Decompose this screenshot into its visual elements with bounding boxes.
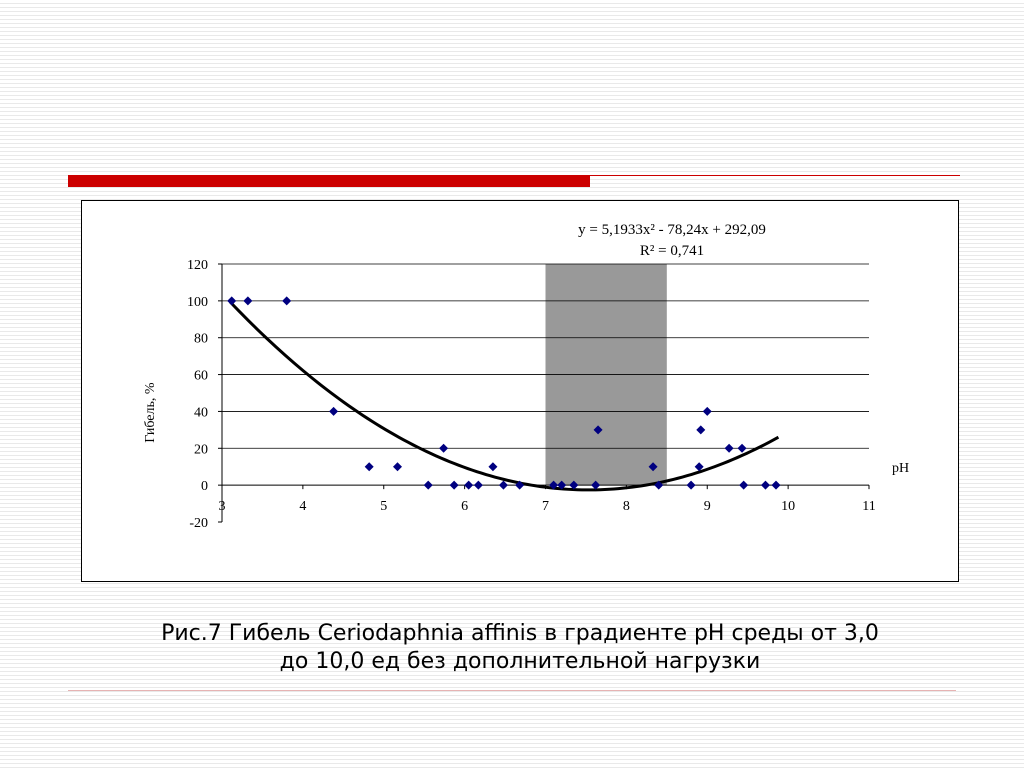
data-point — [771, 480, 781, 490]
accent-thin-line — [590, 175, 960, 176]
data-point — [488, 462, 498, 472]
data-point — [449, 480, 459, 490]
scatter-chart: -20 0 20 40 60 80 100 120 3 4 5 6 7 8 9 10 11 y = 5,193… — [143, 222, 909, 531]
x-tick-label: 7 — [542, 499, 549, 514]
x-tick-label: 5 — [380, 499, 387, 514]
data-point — [243, 296, 253, 306]
data-point — [702, 406, 712, 416]
data-point — [549, 480, 559, 490]
data-point — [593, 425, 603, 435]
y-tick-label: 120 — [187, 258, 208, 273]
data-point — [329, 406, 339, 416]
data-point — [686, 480, 696, 490]
data-point — [648, 462, 658, 472]
data-point — [392, 462, 402, 472]
data-point — [473, 480, 483, 490]
caption-line-2: до 10,0 ед без дополнительной нагрузки — [279, 649, 761, 674]
y-tick-label: 40 — [194, 405, 208, 420]
x-tick-label: 11 — [862, 499, 875, 514]
data-point — [515, 480, 525, 490]
y-tick-label: 0 — [201, 479, 208, 494]
x-tick-label: 4 — [299, 499, 306, 514]
data-point — [739, 480, 749, 490]
data-point — [498, 480, 508, 490]
y-tick-label: 80 — [194, 332, 208, 347]
x-tick-label: 6 — [461, 499, 468, 514]
y-axis-label: Гибель, % — [143, 382, 158, 443]
data-point — [696, 425, 706, 435]
accent-red-bar — [68, 175, 590, 187]
trendline — [229, 300, 780, 492]
data-point — [654, 480, 664, 490]
data-point — [737, 443, 747, 453]
trendline-equation: y = 5,1933x² - 78,24x + 292,09 — [578, 222, 766, 238]
y-tick-label: 20 — [194, 442, 208, 457]
data-point — [227, 296, 237, 306]
caption-line-1: Рис.7 Гибель Ceriodaphnia affinis в град… — [161, 621, 879, 646]
data-point — [282, 296, 292, 306]
data-point — [364, 462, 374, 472]
data-point — [724, 443, 734, 453]
data-point — [760, 480, 770, 490]
x-tick-label: 3 — [219, 499, 226, 514]
data-point — [557, 480, 567, 490]
data-point — [439, 443, 449, 453]
data-point — [569, 480, 579, 490]
x-tick-label: 8 — [623, 499, 630, 514]
data-point — [423, 480, 433, 490]
r-squared-label: R² = 0,741 — [640, 243, 704, 259]
y-tick-label: 60 — [194, 369, 208, 384]
x-tick-label: 10 — [781, 499, 795, 514]
x-axis-label: pH — [892, 461, 909, 476]
chart-frame: -20 0 20 40 60 80 100 120 3 4 5 6 7 8 9 10 11 y = 5,193… — [81, 200, 959, 582]
data-point — [591, 480, 601, 490]
x-tick-label: 9 — [704, 499, 711, 514]
bottom-divider — [68, 690, 956, 691]
figure-caption: Рис.7 Гибель Ceriodaphnia affinis в град… — [60, 620, 980, 676]
data-point — [694, 462, 704, 472]
y-tick-label: -20 — [189, 516, 208, 531]
y-tick-label: 100 — [187, 295, 208, 310]
data-point — [464, 480, 474, 490]
